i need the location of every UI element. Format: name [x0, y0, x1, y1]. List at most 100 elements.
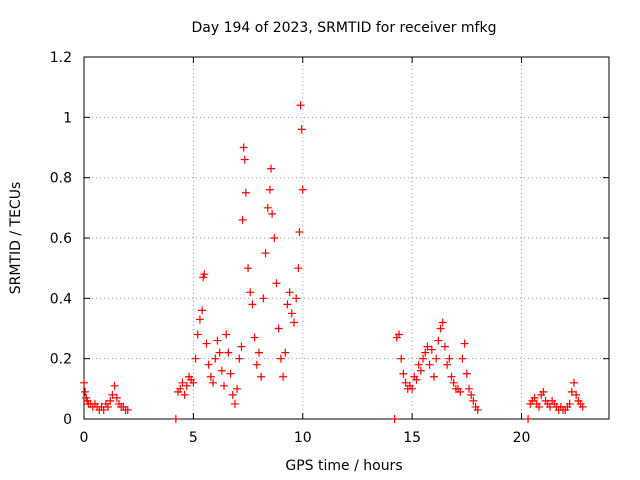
data-point	[265, 185, 274, 194]
data-point	[228, 390, 237, 399]
data-point	[255, 348, 263, 357]
x-tick-label: 0	[80, 430, 89, 446]
data-point	[267, 164, 276, 173]
data-point	[283, 300, 292, 309]
data-point	[180, 390, 189, 399]
data-point	[215, 348, 224, 357]
x-tick-label: 10	[294, 430, 312, 446]
data-point	[222, 330, 231, 339]
data-point	[565, 399, 574, 408]
data-point	[423, 342, 432, 351]
data-point	[270, 234, 279, 242]
data-point	[178, 378, 187, 387]
x-tick-label: 20	[513, 430, 531, 446]
data-point	[202, 339, 211, 348]
data-point	[419, 354, 428, 363]
data-point	[290, 318, 298, 327]
data-point	[123, 405, 132, 414]
data-point	[430, 372, 438, 381]
data-point	[235, 354, 244, 363]
data-point	[238, 215, 247, 224]
data-point	[447, 372, 456, 381]
data-point	[570, 378, 578, 387]
data-point	[416, 366, 425, 375]
data-point	[292, 294, 301, 303]
data-point	[395, 330, 403, 339]
x-tick-labels: 0 5 10 15 20	[80, 430, 531, 446]
data-point	[213, 336, 222, 345]
data-point	[108, 390, 117, 399]
data-point	[224, 348, 233, 357]
data-point	[460, 339, 469, 348]
data-point	[106, 396, 115, 405]
data-point	[401, 378, 410, 387]
data-point	[462, 369, 471, 378]
data-point	[220, 381, 228, 390]
data-point	[189, 378, 198, 387]
data-point	[578, 402, 587, 411]
data-point	[252, 360, 261, 369]
data-point	[524, 415, 533, 423]
y-tick-label: 0	[63, 412, 72, 428]
y-tick-label: 1.2	[50, 50, 72, 66]
data-point	[171, 415, 180, 423]
data-point	[176, 384, 185, 393]
data-point	[274, 324, 283, 333]
data-point	[241, 188, 250, 197]
data-point	[427, 345, 436, 354]
data-point	[390, 415, 399, 423]
data-point	[272, 279, 281, 288]
data-point	[248, 300, 257, 309]
data-point	[200, 270, 209, 279]
data-point	[572, 390, 581, 399]
y-axis-label: SRMTID / TECUs	[8, 182, 24, 295]
data-point	[412, 375, 421, 384]
data-point	[239, 143, 248, 152]
y-tick-label: 0.6	[50, 231, 72, 247]
data-point	[298, 185, 307, 194]
data-point	[458, 354, 467, 363]
data-point	[240, 155, 249, 164]
data-point	[425, 360, 434, 369]
data-point	[399, 369, 408, 378]
data-point	[295, 227, 304, 236]
data-point	[443, 360, 452, 369]
data-point	[195, 315, 204, 324]
data-point	[182, 381, 191, 390]
data-point	[112, 393, 121, 402]
data-point	[268, 209, 277, 218]
data-point	[535, 402, 543, 411]
data-point	[198, 306, 207, 315]
data-point	[434, 336, 443, 345]
data-point	[237, 342, 246, 351]
data-point	[99, 405, 108, 414]
axis-ticks	[83, 56, 609, 420]
data-point	[421, 348, 430, 357]
data-point	[414, 360, 423, 369]
data-point	[233, 384, 242, 393]
data-point	[206, 372, 215, 381]
data-point	[261, 249, 270, 258]
plot-area-frame	[83, 56, 610, 420]
data-point	[296, 101, 305, 110]
data-point	[104, 402, 113, 411]
data-point	[285, 288, 294, 297]
data-point	[469, 396, 478, 405]
data-point	[263, 203, 272, 212]
data-point	[287, 309, 296, 318]
data-point	[397, 354, 406, 363]
data-point	[408, 384, 417, 393]
data-point	[193, 330, 202, 339]
data-point	[110, 381, 119, 390]
data-point	[204, 360, 213, 369]
x-tick-label: 5	[189, 430, 198, 446]
y-tick-label: 0.8	[50, 171, 72, 187]
data-point	[259, 294, 268, 303]
data-point	[440, 342, 449, 351]
y-tick-labels: 0 0.2 0.4 0.6 0.8 1 1.2	[50, 50, 72, 428]
data-point	[297, 125, 306, 134]
data-point	[209, 378, 218, 387]
data-point	[81, 387, 90, 396]
data-point	[246, 288, 255, 297]
data-point	[473, 405, 482, 414]
